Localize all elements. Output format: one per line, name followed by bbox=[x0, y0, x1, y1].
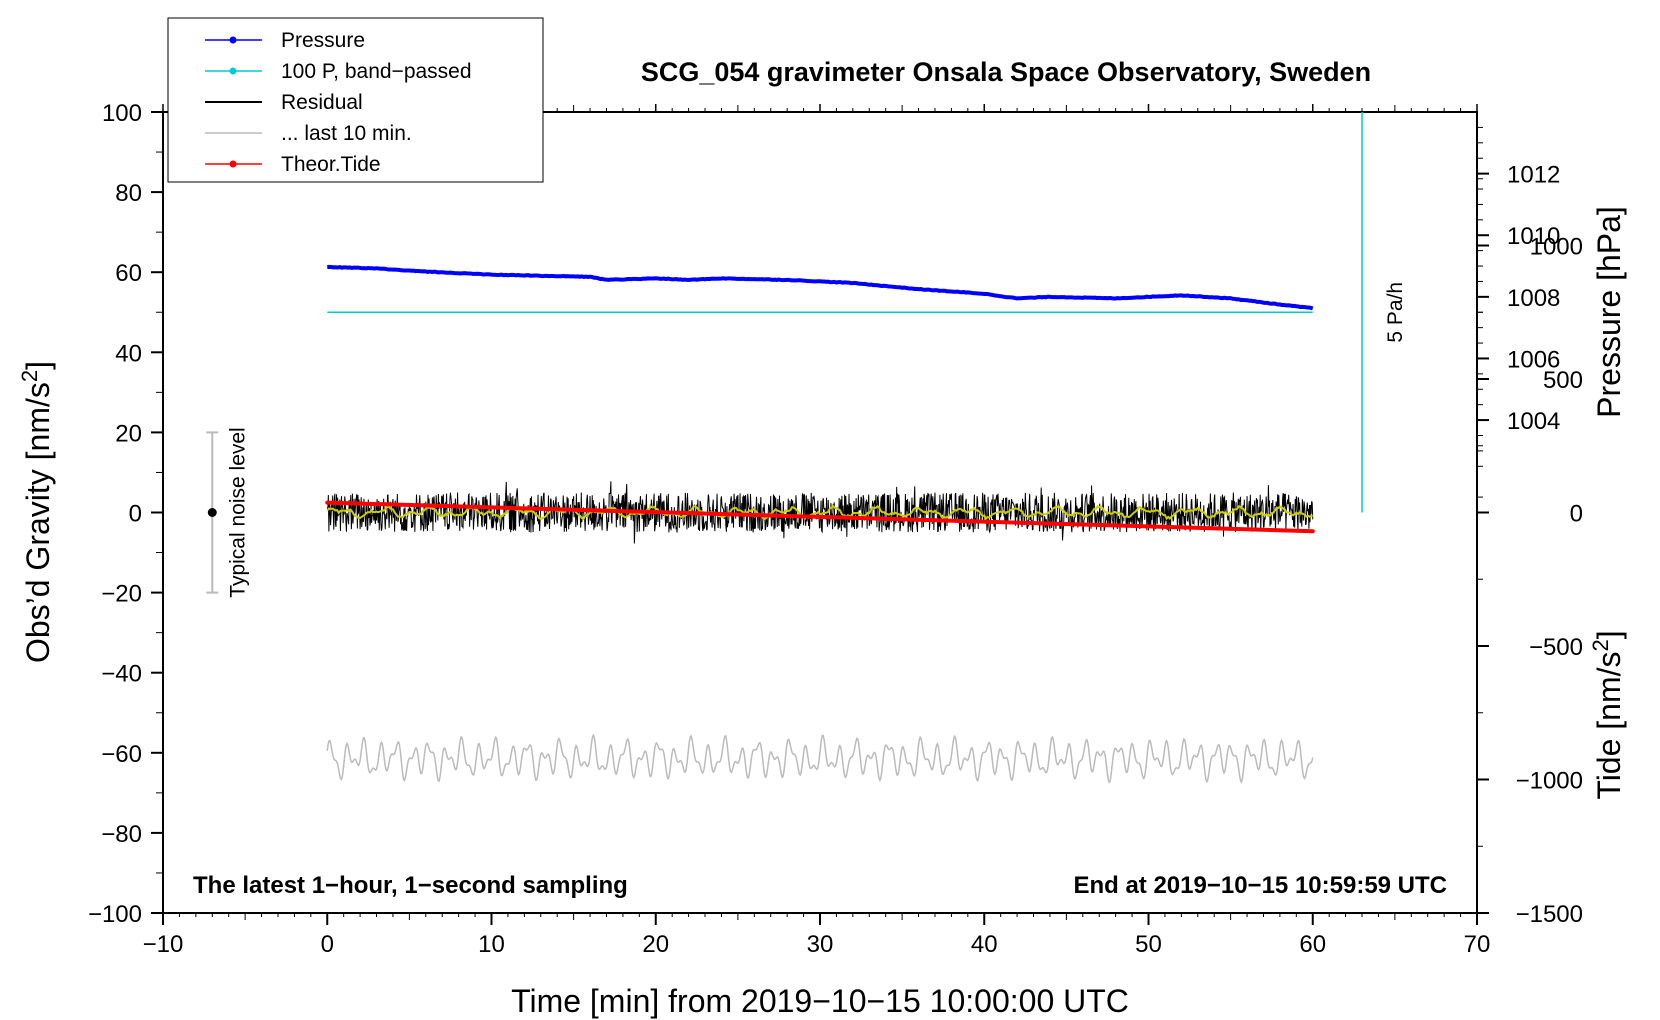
legend: Pressure 100 P, band−passed Residual ... la… bbox=[167, 17, 544, 183]
pressure-tick-label: 1012 bbox=[1507, 162, 1560, 189]
pressure-tick-label: 1004 bbox=[1507, 408, 1560, 435]
y-left-tick-label: 80 bbox=[115, 180, 142, 207]
x-tick-label: 0 bbox=[321, 931, 334, 958]
footer-right-note: End at 2019−10−15 10:59:59 UTC bbox=[1073, 872, 1447, 899]
x-tick-label: 40 bbox=[971, 931, 998, 958]
y-left-tick-label: −100 bbox=[88, 901, 142, 928]
legend-label-1: 100 P, band−passed bbox=[281, 60, 472, 83]
y-left-tick-label: −40 bbox=[101, 661, 142, 688]
legend-label-3: ... last 10 min. bbox=[281, 122, 412, 145]
x-tick-label: 30 bbox=[807, 931, 834, 958]
pressure-tick-label: 1008 bbox=[1507, 285, 1560, 312]
y-axis-title-tide-sup: 2 bbox=[1588, 639, 1613, 651]
tide-tick-label: 0 bbox=[1570, 501, 1583, 528]
pressure-rate-scale-label: 5 Pa/h bbox=[1384, 282, 1407, 343]
noise-level-label: Typical noise level bbox=[226, 427, 249, 597]
legend-marker-0 bbox=[229, 36, 237, 44]
tide-tick-label: −500 bbox=[1529, 634, 1583, 661]
legend-label-0: Pressure bbox=[281, 29, 365, 52]
pressure-tick-label: 1006 bbox=[1507, 346, 1560, 373]
legend-label-2: Residual bbox=[281, 91, 363, 114]
noise-level-indicator: Typical noise level bbox=[206, 427, 249, 598]
y-axis-title-pressure: Pressure [hPa] bbox=[1591, 206, 1627, 418]
tide-tick-label: 500 bbox=[1543, 367, 1583, 394]
x-tick-label: −10 bbox=[143, 931, 184, 958]
y-left-tick-label: −80 bbox=[101, 821, 142, 848]
series-pressure-line bbox=[327, 264, 1314, 311]
series-layer bbox=[325, 264, 1315, 784]
x-tick-label: 70 bbox=[1464, 931, 1491, 958]
legend-marker-1 bbox=[229, 67, 237, 75]
y-left-tick-label: 100 bbox=[102, 100, 142, 127]
x-tick-label: 50 bbox=[1135, 931, 1162, 958]
y-left-tick-label: 60 bbox=[115, 260, 142, 287]
pressure-tick-label: 1010 bbox=[1507, 223, 1560, 250]
axis-ticks: −10 0 10 20 30 40 50 60 70100806040200−20−40−60−… bbox=[88, 100, 1583, 958]
y-axis-title-tide-end: ] bbox=[1591, 630, 1627, 639]
legend-marker-4 bbox=[229, 160, 237, 168]
y-axis-title-tide: Tide [nm/s2] bbox=[1588, 630, 1627, 799]
y-axis-title-left-sup: 2 bbox=[17, 370, 42, 382]
y-axis-title-left-main: Obs’d Gravity [nm/s bbox=[20, 382, 56, 663]
series-theoretical-tide-line bbox=[325, 500, 1315, 534]
footer-left-note: The latest 1−hour, 1−second sampling bbox=[193, 872, 628, 899]
y-axis-title-left-end: ] bbox=[20, 361, 56, 370]
y-left-tick-label: 20 bbox=[115, 420, 142, 447]
chart-title: SCG_054 gravimeter Onsala Space Observat… bbox=[641, 57, 1371, 87]
x-tick-label: 10 bbox=[478, 931, 505, 958]
series-last-10-min-line bbox=[326, 733, 1314, 784]
x-tick-label: 60 bbox=[1299, 931, 1326, 958]
y-left-tick-label: 0 bbox=[129, 501, 142, 528]
series-residual-line bbox=[326, 481, 1314, 544]
tide-tick-label: −1500 bbox=[1516, 901, 1583, 928]
x-tick-label: 20 bbox=[642, 931, 669, 958]
tide-tick-label: −1000 bbox=[1516, 768, 1583, 795]
x-axis-title: Time [min] from 2019−10−15 10:00:00 UTC bbox=[511, 983, 1129, 1019]
noise-center-dot bbox=[207, 508, 217, 517]
y-axis-title-tide-main: Tide [nm/s bbox=[1591, 651, 1627, 799]
y-left-tick-label: 40 bbox=[115, 340, 142, 367]
series-residual-smoothed-line bbox=[326, 504, 1314, 521]
tide-tick-label: 1000 bbox=[1530, 234, 1583, 261]
legend-label-4: Theor.Tide bbox=[281, 153, 381, 176]
y-left-tick-label: −20 bbox=[101, 581, 142, 608]
y-axis-title-left: Obs’d Gravity [nm/s2] bbox=[17, 361, 56, 663]
legend-box bbox=[167, 17, 544, 183]
y-left-tick-label: −60 bbox=[101, 741, 142, 768]
